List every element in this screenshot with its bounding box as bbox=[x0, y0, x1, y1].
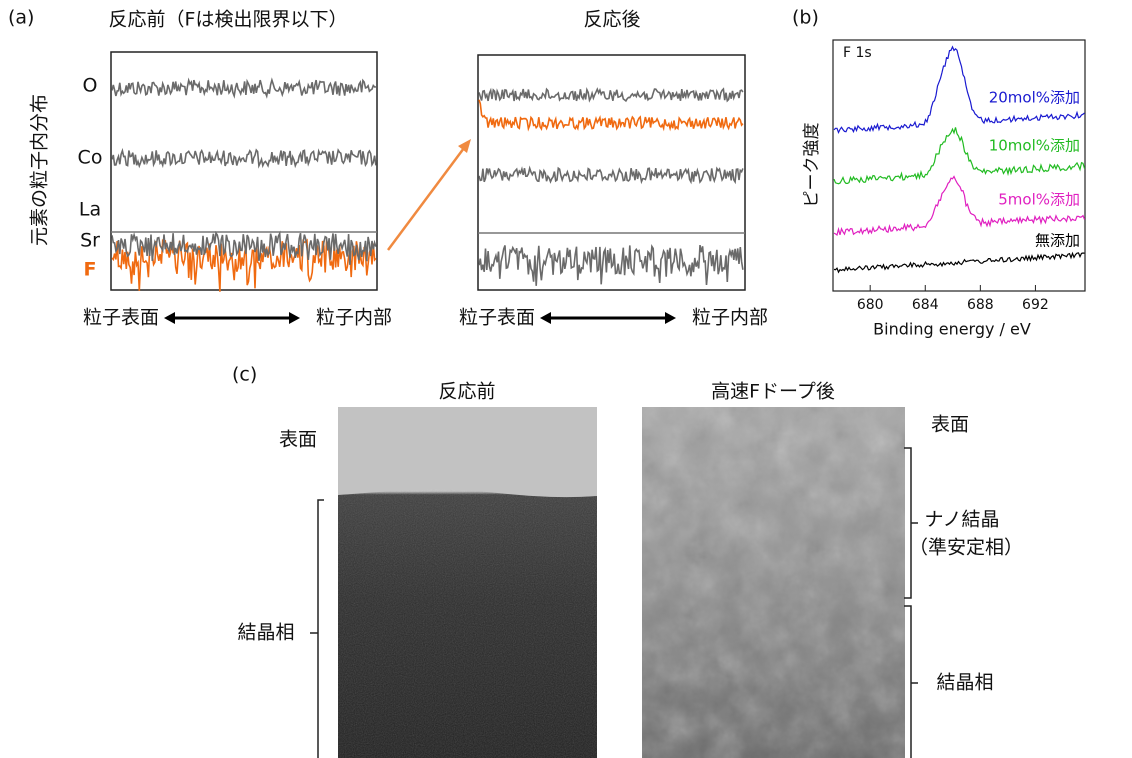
arrowheads bbox=[164, 312, 676, 324]
panel-a: (a) 反応前（Fは検出限界以下） 反応後 元素の粒子内分布 O Co La S… bbox=[8, 7, 768, 329]
spectrum bbox=[833, 127, 1086, 185]
x-label: Binding energy / eV bbox=[873, 320, 1031, 339]
series-label: 5mol%添加 bbox=[998, 191, 1080, 209]
trace bbox=[478, 165, 744, 185]
series-label: 無添加 bbox=[1035, 232, 1080, 250]
panel-label: (a) bbox=[8, 7, 34, 29]
after-title: 高速Fドープ後 bbox=[711, 381, 835, 403]
before-title: 反応前（Fは検出限界以下） bbox=[109, 9, 348, 31]
x-tick-label: 688 bbox=[967, 297, 994, 313]
element-label: Sr bbox=[80, 230, 100, 252]
plot-frame bbox=[477, 54, 746, 291]
surface-label: 表面 bbox=[931, 414, 969, 436]
x-tick-label: 684 bbox=[912, 297, 939, 313]
element-label: F bbox=[84, 259, 97, 281]
y-label: 元素の粒子内分布 bbox=[29, 94, 51, 246]
panel-label: (b) bbox=[792, 7, 819, 29]
trace bbox=[111, 230, 377, 265]
spectrum bbox=[833, 251, 1085, 274]
x-left-label: 粒子表面 bbox=[83, 307, 159, 329]
nano-label: ナノ結晶 bbox=[924, 509, 999, 531]
spectrum bbox=[833, 45, 1085, 135]
arrow bbox=[386, 147, 466, 251]
element-label: O bbox=[83, 75, 98, 97]
tem-texture bbox=[642, 407, 905, 758]
trace bbox=[111, 147, 377, 169]
x-right-label: 粒子内部 bbox=[316, 307, 392, 329]
panel-label: (c) bbox=[232, 364, 257, 386]
after-title: 反応後 bbox=[583, 9, 640, 31]
x-right-label: 粒子内部 bbox=[692, 307, 768, 329]
meta-label: （準安定相） bbox=[909, 537, 1023, 559]
x-tick-label: 692 bbox=[1022, 297, 1049, 313]
trace bbox=[478, 243, 744, 286]
annotation: F 1s bbox=[843, 45, 872, 61]
series-label: 20mol%添加 bbox=[989, 89, 1080, 107]
trace bbox=[111, 77, 376, 99]
surface-label: 表面 bbox=[279, 429, 317, 451]
panel-c: (c) 反応前 高速Fドープ後 表面 結晶相 表面 ナノ結晶 （準安定相） 結晶… bbox=[232, 364, 1023, 758]
bracket bbox=[904, 447, 918, 758]
element-label: La bbox=[79, 199, 101, 221]
series-label: 10mol%添加 bbox=[989, 137, 1080, 155]
before-title: 反応前 bbox=[438, 381, 495, 403]
trace bbox=[478, 99, 744, 132]
arrowhead bbox=[458, 139, 471, 153]
x-tick-label: 680 bbox=[857, 297, 884, 313]
element-label: Co bbox=[78, 147, 103, 169]
traces bbox=[111, 77, 744, 292]
plot-frame bbox=[832, 39, 1086, 292]
crystal-label: 結晶相 bbox=[936, 672, 993, 694]
trace bbox=[478, 87, 744, 103]
plot-frame bbox=[110, 51, 378, 291]
spectrum bbox=[833, 175, 1086, 237]
bracket bbox=[310, 499, 324, 758]
crystal-label: 結晶相 bbox=[237, 622, 294, 644]
y-label: ピーク強度 bbox=[802, 123, 822, 208]
surface-region bbox=[338, 407, 597, 498]
x-left-label: 粒子表面 bbox=[459, 307, 535, 329]
panel-b: (b) F 1s ピーク強度 Binding energy / eV 680 68… bbox=[792, 7, 1086, 339]
